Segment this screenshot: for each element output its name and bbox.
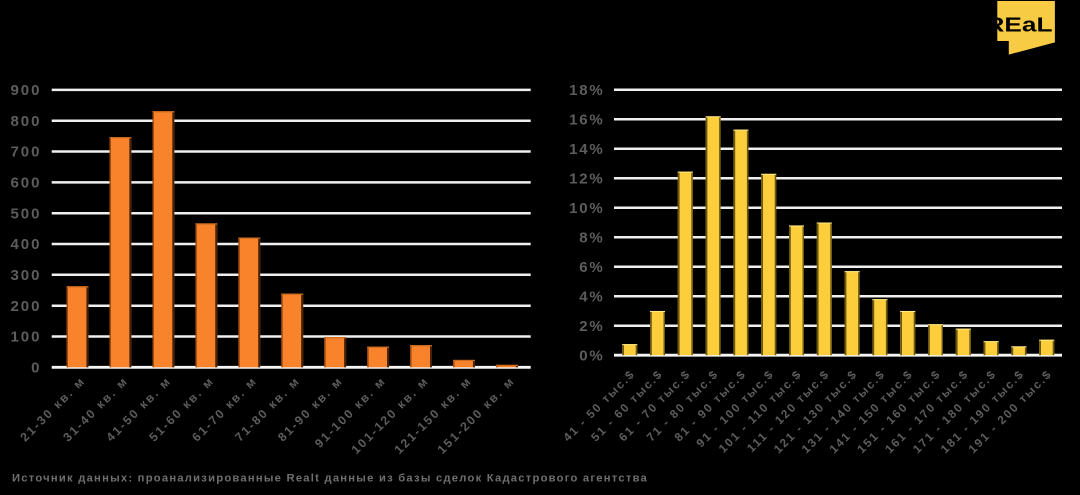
svg-text:800: 800 — [10, 113, 41, 130]
svg-text:12%: 12% — [569, 171, 604, 188]
svg-text:300: 300 — [10, 267, 41, 284]
svg-text:10%: 10% — [569, 200, 604, 217]
svg-text:400: 400 — [10, 236, 41, 253]
svg-text:500: 500 — [10, 205, 41, 222]
svg-text:0: 0 — [31, 360, 41, 377]
svg-text:700: 700 — [10, 144, 41, 161]
svg-text:0%: 0% — [579, 347, 604, 364]
svg-text:14%: 14% — [569, 141, 604, 158]
svg-text:600: 600 — [10, 175, 41, 192]
svg-text:Источник данных: проанализиров: Источник данных: проанализированные Real… — [12, 473, 648, 485]
svg-text:4%: 4% — [579, 288, 604, 305]
svg-text:900: 900 — [10, 82, 41, 99]
svg-text:REaL: REaL — [986, 15, 1053, 37]
svg-text:100: 100 — [10, 329, 41, 346]
svg-text:18%: 18% — [569, 82, 604, 99]
svg-text:16%: 16% — [569, 112, 604, 129]
svg-text:200: 200 — [10, 298, 41, 315]
svg-text:2%: 2% — [579, 318, 604, 335]
svg-text:6%: 6% — [579, 259, 604, 276]
svg-text:8%: 8% — [579, 229, 604, 246]
